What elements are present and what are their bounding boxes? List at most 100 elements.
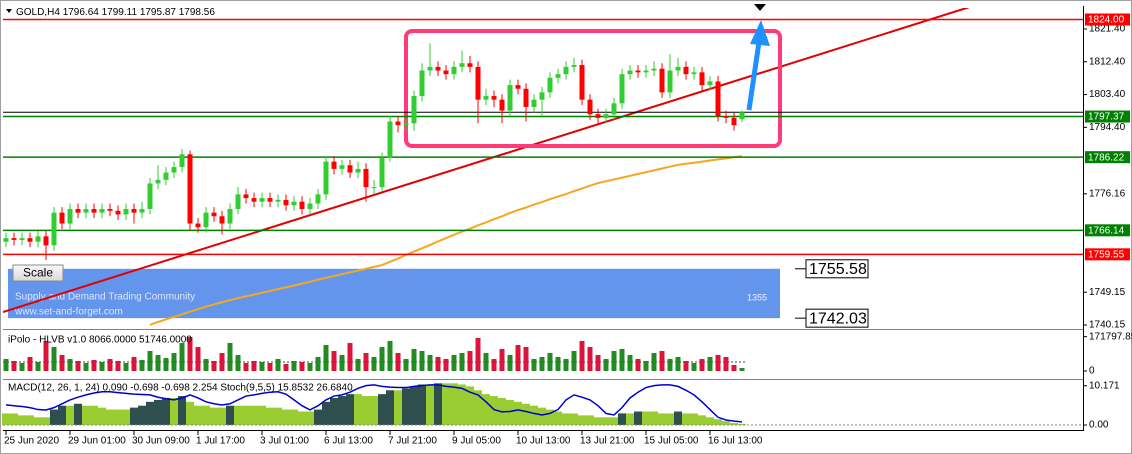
volume-bar bbox=[27, 357, 33, 371]
volume-bar bbox=[539, 357, 545, 371]
candle-body bbox=[451, 66, 457, 75]
candle-body bbox=[659, 68, 665, 93]
trend-line bbox=[3, 8, 970, 313]
volume-bar bbox=[155, 355, 161, 371]
volume-bar bbox=[43, 341, 49, 371]
volume-bar bbox=[651, 353, 657, 371]
volume-bar bbox=[587, 347, 593, 371]
volume-bar bbox=[3, 359, 9, 371]
candle-body bbox=[219, 216, 225, 224]
macd-bar bbox=[610, 417, 618, 425]
macd-bar bbox=[514, 401, 522, 425]
macd-bar bbox=[90, 405, 98, 425]
button-frame[interactable] bbox=[12, 264, 64, 282]
x-tick-label: 7 Jul 21:00 bbox=[388, 436, 437, 447]
macd-bar bbox=[458, 384, 466, 425]
candle-body bbox=[603, 114, 609, 118]
volume-bar bbox=[187, 337, 193, 371]
volume-bar bbox=[283, 364, 289, 371]
menu-triangle bbox=[6, 9, 12, 13]
volume-bar bbox=[315, 357, 321, 371]
volume-bar bbox=[75, 361, 81, 371]
macd-bar bbox=[154, 399, 162, 425]
x-tick-label: 29 Jun 01:00 bbox=[68, 436, 126, 447]
y-tick-label: 1812.40 bbox=[1089, 56, 1126, 67]
candle-body bbox=[275, 199, 281, 202]
candle-body bbox=[539, 92, 545, 100]
volume-title: iPolo - HLVB v1.0 8066.0000 51746.0000 bbox=[8, 335, 192, 346]
candle-body bbox=[3, 238, 9, 242]
macd-bar bbox=[506, 399, 514, 425]
candle-body bbox=[67, 208, 73, 224]
macd-bar bbox=[690, 413, 698, 425]
candle-body bbox=[555, 74, 561, 78]
macd-bar bbox=[298, 411, 306, 425]
volume-bar bbox=[547, 353, 553, 371]
volume-bar bbox=[323, 345, 329, 371]
macd-bar bbox=[386, 390, 394, 425]
macd-bar bbox=[274, 407, 282, 425]
volume-bar bbox=[699, 359, 705, 371]
candle-body bbox=[355, 168, 361, 173]
candle-body bbox=[283, 199, 289, 206]
candle-body bbox=[547, 77, 553, 93]
x-tick-label: 30 Jun 09:00 bbox=[132, 436, 190, 447]
volume-bar bbox=[251, 361, 257, 371]
candle-body bbox=[195, 223, 201, 228]
x-tick-label: 9 Jul 05:00 bbox=[452, 436, 501, 447]
candle-body bbox=[59, 212, 65, 224]
volume-bar bbox=[419, 351, 425, 371]
candle-body bbox=[531, 99, 537, 107]
price-level-label: 1824.00 bbox=[1088, 15, 1125, 26]
x-tick-label: 15 Jul 05:00 bbox=[644, 436, 699, 447]
volume-bar bbox=[395, 353, 401, 371]
watermark: Supply and Demand Trading Community bbox=[15, 292, 195, 303]
macd-bar bbox=[634, 411, 642, 425]
macd-bar bbox=[26, 415, 34, 425]
volume-bar bbox=[339, 355, 345, 371]
macd-bar bbox=[450, 383, 458, 425]
macd-bar bbox=[578, 415, 586, 425]
macd-bar bbox=[66, 405, 74, 425]
candle-body bbox=[187, 154, 193, 224]
x-tick-label: 1 Jul 17:00 bbox=[196, 436, 245, 447]
range-box bbox=[404, 29, 782, 148]
volume-bar bbox=[363, 353, 369, 371]
macd-bar bbox=[530, 405, 538, 425]
volume-bar bbox=[179, 343, 185, 371]
candle-body bbox=[699, 72, 705, 86]
candle-body bbox=[139, 208, 145, 213]
price-level-tag bbox=[1085, 13, 1130, 26]
volume-bar bbox=[203, 359, 209, 371]
candle-body bbox=[675, 66, 681, 71]
candle-body bbox=[147, 183, 153, 209]
volume-bar bbox=[331, 351, 337, 371]
macd-bar bbox=[586, 415, 594, 425]
volume-bar bbox=[595, 355, 601, 371]
macd-bar bbox=[146, 401, 154, 425]
scale-button[interactable]: Scale bbox=[12, 264, 64, 282]
candle-body bbox=[563, 66, 569, 75]
macd-bar bbox=[74, 403, 82, 425]
macd-bar bbox=[570, 413, 578, 425]
macd-bar bbox=[666, 413, 674, 425]
y-tick-label: 1776.16 bbox=[1089, 188, 1126, 199]
candle-body bbox=[83, 208, 89, 213]
volume-bar bbox=[563, 359, 569, 371]
volume-bar bbox=[59, 355, 65, 371]
candle-body bbox=[419, 70, 425, 97]
volume-bar bbox=[147, 351, 153, 371]
stoch-line bbox=[5, 384, 743, 423]
volume-bar bbox=[715, 355, 721, 371]
candle-body bbox=[395, 121, 401, 126]
candle-body bbox=[243, 194, 249, 199]
price-level-label: 1797.37 bbox=[1088, 112, 1125, 123]
low: 1795.87 bbox=[140, 7, 177, 18]
candle-body bbox=[259, 198, 265, 202]
button-label[interactable]: Scale bbox=[23, 266, 53, 280]
candle-body bbox=[611, 103, 617, 115]
volume-bar bbox=[259, 362, 265, 371]
y-tick-label: 1821.40 bbox=[1089, 24, 1126, 35]
candle-body bbox=[227, 208, 233, 224]
volume-bar bbox=[107, 359, 113, 371]
